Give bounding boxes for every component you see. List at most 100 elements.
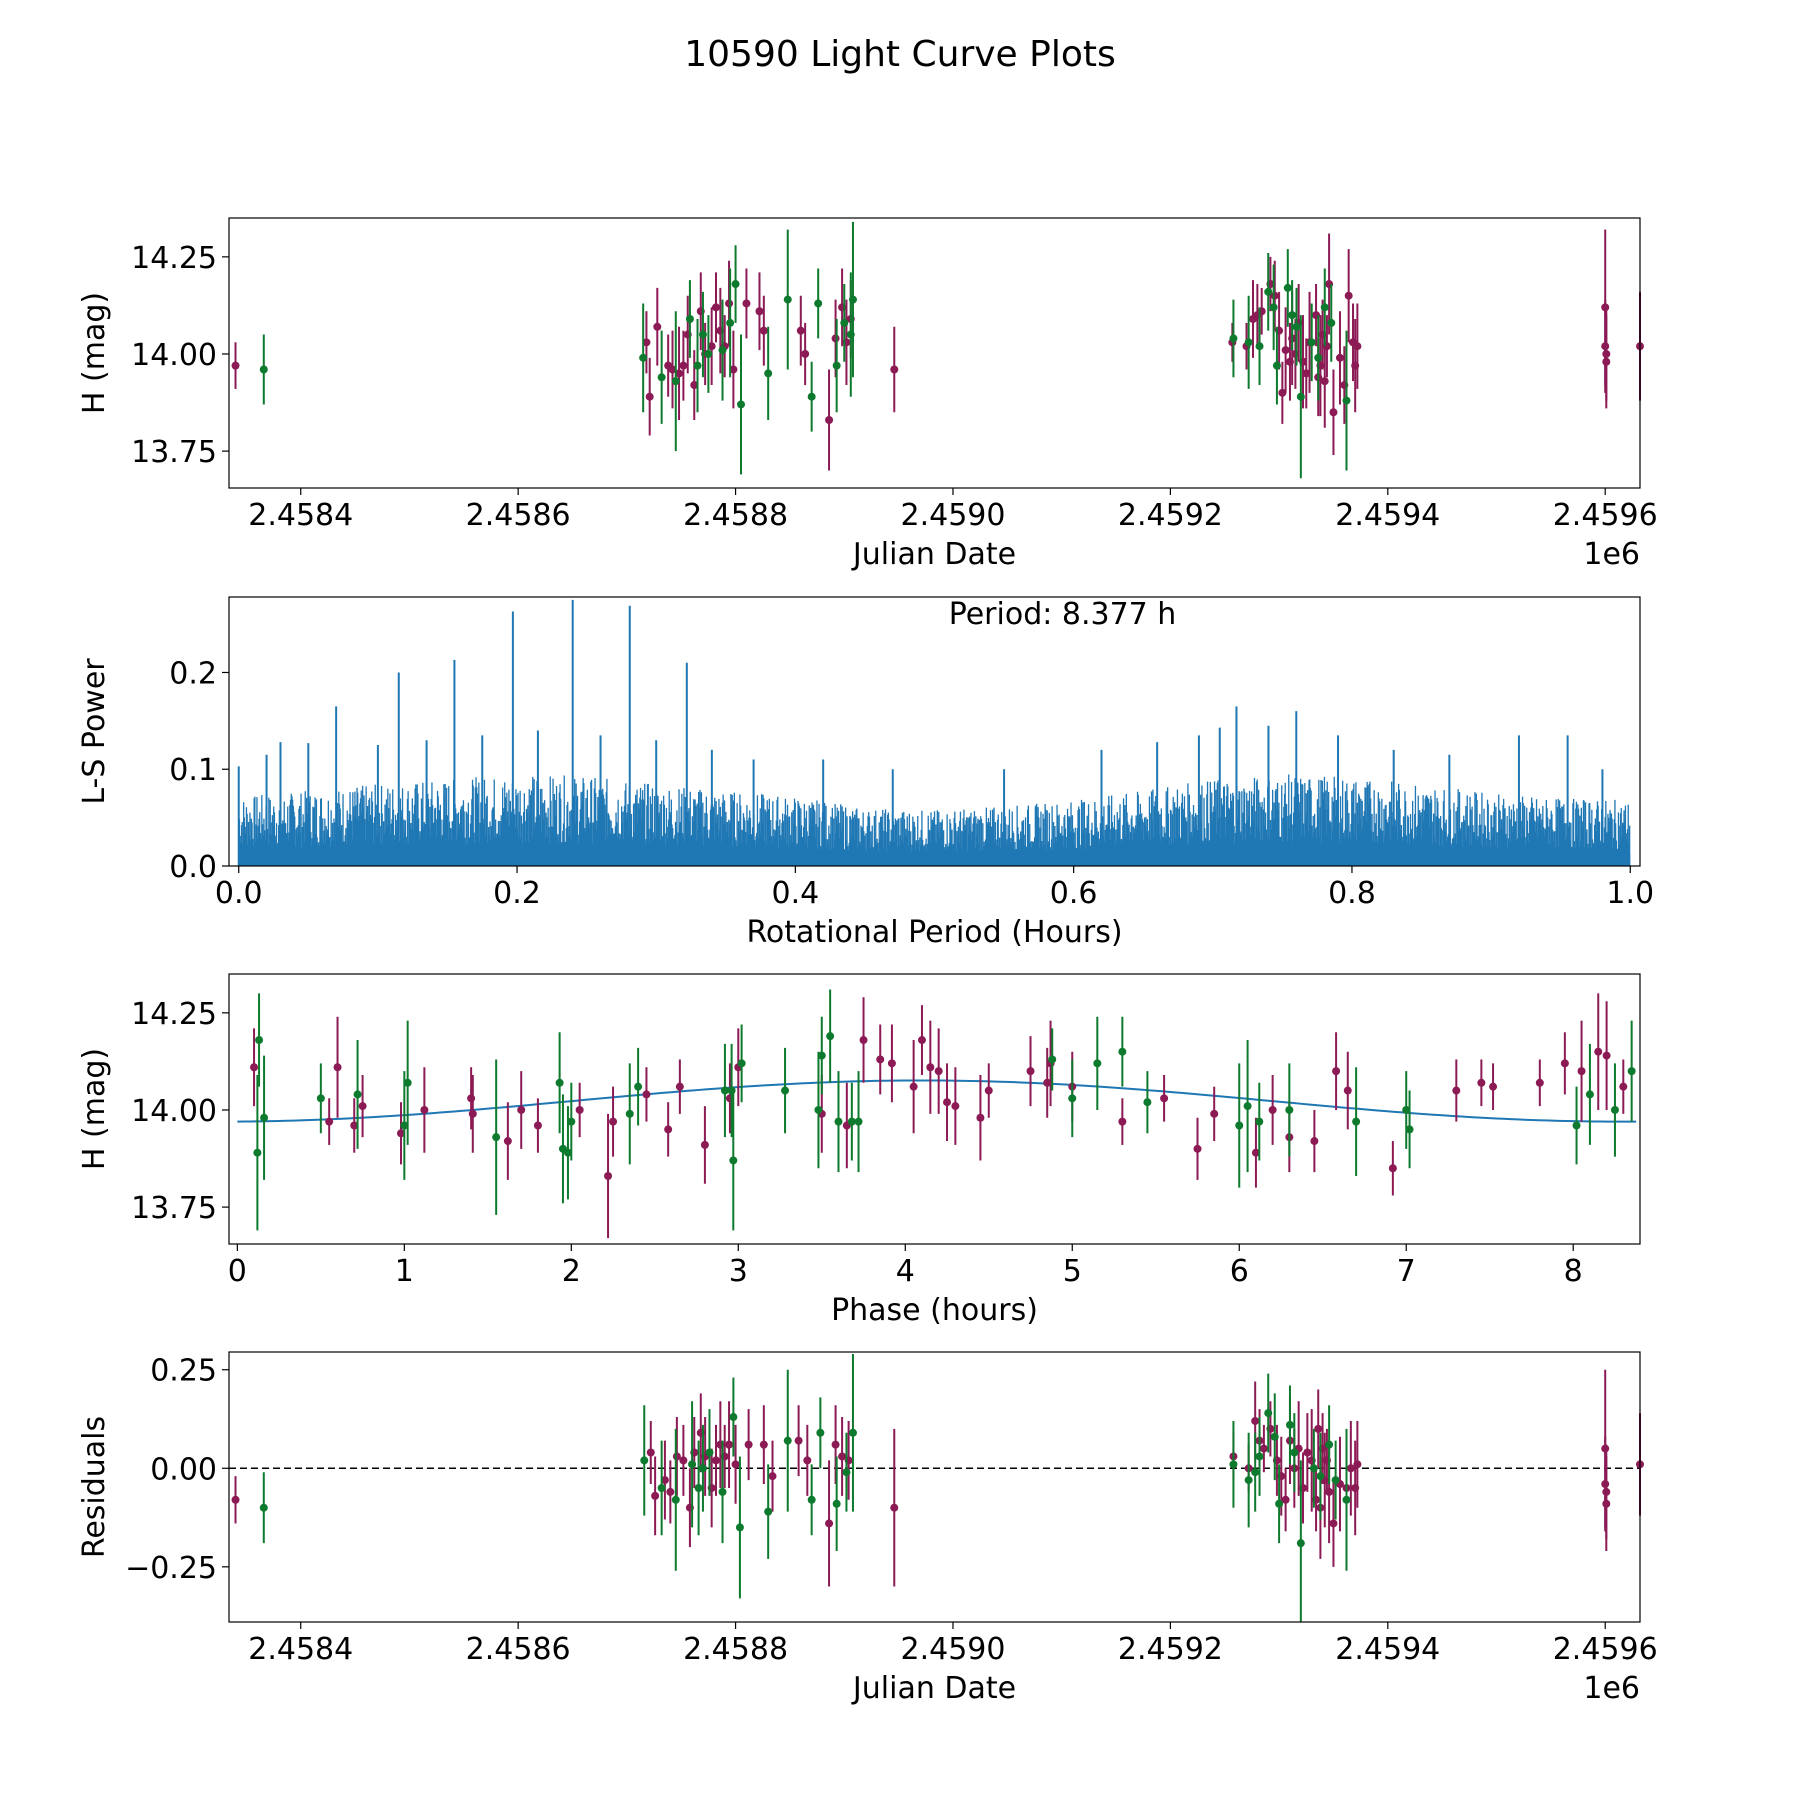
- y-tick-label: 14.00: [131, 1094, 217, 1129]
- data-point: [1283, 283, 1292, 292]
- x-tick-label: 2.4588: [683, 1632, 788, 1667]
- data-point: [1320, 377, 1329, 386]
- data-point: [685, 315, 694, 324]
- data-point: [720, 1086, 729, 1095]
- x-tick-label: 4: [896, 1254, 915, 1289]
- x-tick-label: 6: [1230, 1254, 1249, 1289]
- y-tick-label: 13.75: [131, 1191, 217, 1226]
- data-point: [729, 1156, 738, 1165]
- data-point: [1346, 1464, 1355, 1473]
- data-point: [832, 1499, 841, 1508]
- phased-light-curve-panel: 0 1 2 3 4 5 6 7 8 13.75 14.00 14.25 Phase (hours) H…: [77, 973, 1641, 1328]
- data-point: [358, 1102, 367, 1111]
- data-point: [1244, 1476, 1253, 1485]
- data-point: [725, 299, 734, 308]
- data-point: [671, 377, 680, 386]
- raw-light-curve-panel: 2.4584 2.4586 2.4588 2.4590 2.4592 2.4594 2.45…: [77, 217, 1658, 572]
- data-point: [814, 299, 823, 308]
- periodogram-y-label: L-S Power: [77, 658, 112, 805]
- x-tick-label: 0.0: [215, 876, 263, 911]
- data-point: [764, 369, 773, 378]
- data-point: [1229, 334, 1238, 343]
- data-point: [1251, 1468, 1260, 1477]
- x-tick-label: 0.4: [771, 876, 819, 911]
- data-point: [1342, 396, 1351, 405]
- x-tick-label: 2.4586: [466, 1632, 571, 1667]
- x-tick-label: 1: [395, 1254, 414, 1289]
- x-tick-label: 7: [1397, 1254, 1416, 1289]
- data-point: [707, 342, 716, 351]
- data-point: [783, 1436, 792, 1445]
- data-point: [642, 1090, 651, 1099]
- x-tick-label: 0: [228, 1254, 247, 1289]
- data-point: [1143, 1098, 1152, 1107]
- residuals-y-label: Residuals: [77, 1416, 112, 1558]
- data-point: [639, 353, 648, 362]
- data-point: [1264, 287, 1273, 296]
- data-point: [253, 1148, 262, 1157]
- data-point: [729, 1413, 738, 1422]
- data-point: [625, 1109, 634, 1118]
- data-point: [735, 1523, 744, 1532]
- data-point: [316, 1094, 325, 1103]
- data-point: [657, 1483, 666, 1492]
- data-point: [847, 1117, 856, 1126]
- data-point: [694, 1483, 703, 1492]
- data-point: [1331, 1476, 1340, 1485]
- data-point: [1602, 1051, 1611, 1060]
- data-point: [1268, 1105, 1277, 1114]
- data-point: [783, 295, 792, 304]
- data-point: [705, 1448, 714, 1457]
- data-point: [814, 1105, 823, 1114]
- data-point: [1160, 1094, 1169, 1103]
- data-point: [1244, 338, 1253, 347]
- periodogram-panel: 0.0 0.2 0.4 0.6 0.8 1.0 0.0 0.1 0.2 Rotational P…: [77, 596, 1654, 950]
- data-point: [420, 1105, 429, 1114]
- data-point: [825, 416, 834, 425]
- periodogram-x-label: Rotational Period (Hours): [746, 915, 1122, 950]
- data-point: [1489, 1082, 1498, 1091]
- data-point: [890, 1503, 899, 1512]
- data-point: [1388, 1164, 1397, 1173]
- data-point: [917, 1036, 926, 1045]
- data-point: [1302, 369, 1311, 378]
- data-point: [876, 1055, 885, 1064]
- data-point: [704, 349, 713, 358]
- phased-light-curve-y-label: H (mag): [77, 1048, 112, 1170]
- data-point: [737, 400, 746, 409]
- x-tick-label: 2.4592: [1118, 498, 1223, 533]
- residuals-axes-frame: [228, 1351, 1641, 1623]
- data-point: [1193, 1144, 1202, 1153]
- data-point: [755, 307, 764, 316]
- data-point: [1292, 322, 1301, 331]
- data-point: [934, 1067, 943, 1076]
- data-point: [1452, 1086, 1461, 1095]
- data-point: [1235, 1121, 1244, 1130]
- data-point: [350, 1121, 359, 1130]
- data-point: [1320, 303, 1329, 312]
- data-point: [801, 349, 810, 358]
- data-point: [976, 1113, 985, 1122]
- data-point: [781, 1086, 790, 1095]
- data-point: [1602, 1499, 1611, 1508]
- data-point: [492, 1133, 501, 1142]
- data-point: [1118, 1047, 1127, 1056]
- data-point: [1309, 1464, 1318, 1473]
- data-point: [794, 1436, 803, 1445]
- data-point: [660, 1476, 669, 1485]
- raw-light-curve-offset-label: 1e6: [1583, 537, 1640, 572]
- data-point: [1278, 388, 1287, 397]
- data-point: [1535, 1078, 1544, 1087]
- y-tick-label: 14.25: [131, 241, 217, 276]
- data-point: [725, 1440, 734, 1449]
- data-point: [231, 361, 240, 370]
- x-tick-label: 2.4594: [1335, 1632, 1440, 1667]
- data-point: [679, 1456, 688, 1465]
- data-point: [909, 1082, 918, 1091]
- data-point: [1402, 1105, 1411, 1114]
- data-point: [984, 1086, 993, 1095]
- y-tick-label: −0.25: [125, 1551, 217, 1586]
- data-point: [1264, 1409, 1273, 1418]
- data-point: [1272, 361, 1281, 370]
- data-point: [826, 1032, 835, 1041]
